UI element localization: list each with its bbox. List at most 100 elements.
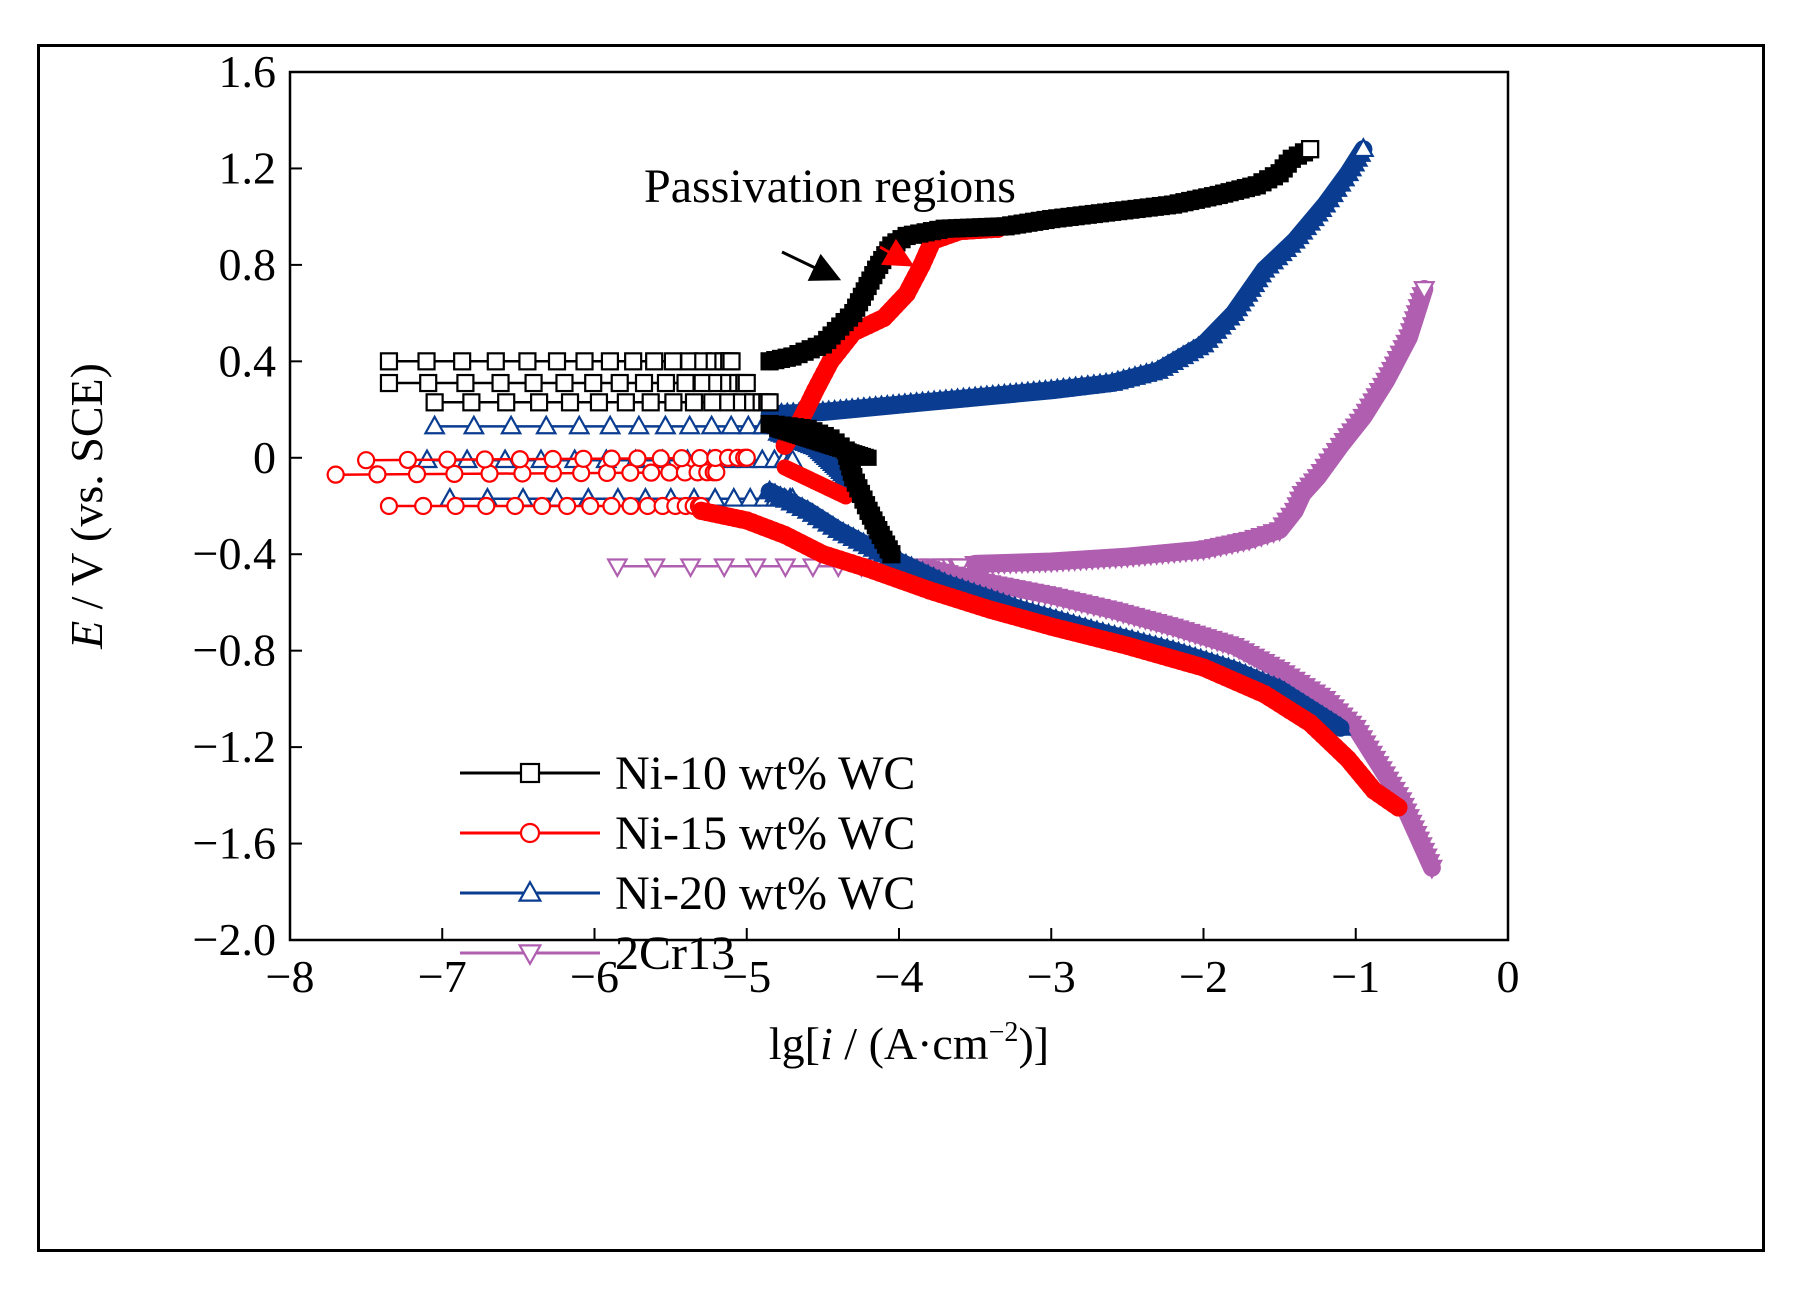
polarization-chart: −8 −7 −6 −5 −4 −3 −2 −1 0 1.6 1.2 0.8 0.4 0 −0.4 −0.8 −1…: [61, 47, 1520, 1069]
data-point: [627, 414, 650, 435]
data-point: [690, 448, 709, 468]
data-point: [462, 393, 481, 412]
x-tick-label: −1: [1331, 951, 1380, 1002]
data-point: [326, 465, 345, 484]
y-axis-label: E / V (vs. SCE): [61, 363, 112, 650]
data-point: [584, 373, 603, 393]
end-marker: [1300, 140, 1320, 159]
data-point: [555, 373, 574, 393]
data-point: [621, 496, 640, 516]
data-point: [672, 449, 691, 468]
data-point: [414, 496, 433, 516]
data-point: [713, 558, 736, 579]
y-tick-label: 0.8: [219, 239, 277, 290]
data-point: [419, 373, 438, 393]
legend-label: Ni-20 wt% WC: [615, 867, 915, 920]
data-point: [602, 496, 621, 516]
data-point: [425, 393, 444, 412]
data-point: [462, 414, 485, 435]
data-point: [568, 414, 591, 435]
y-tick-label: −1.6: [193, 818, 276, 869]
x-tick-label: −8: [266, 951, 315, 1002]
data-point: [453, 352, 472, 371]
data-point: [860, 449, 877, 466]
data-point: [506, 496, 525, 516]
data-point: [543, 449, 562, 469]
data-point: [532, 496, 552, 516]
data-point: [357, 451, 376, 470]
data-point: [651, 449, 670, 468]
data-point: [446, 496, 465, 516]
annotation-arrow-black: [781, 250, 842, 281]
legend-marker: [519, 822, 541, 844]
data-point: [760, 393, 779, 412]
data-point: [547, 352, 567, 371]
legend-label: Ni-15 wt% WC: [615, 807, 915, 860]
x-tick-label: −6: [570, 951, 619, 1002]
data-point: [423, 414, 446, 435]
annotation-arrow-red: [879, 238, 915, 267]
x-label-italic: i: [820, 1018, 833, 1069]
y-tick-label: 0.4: [219, 335, 277, 386]
data-point: [491, 373, 510, 393]
data-point: [524, 373, 543, 393]
data-point: [500, 414, 523, 435]
data-point: [634, 373, 654, 393]
data-point: [642, 463, 661, 482]
data-point: [624, 352, 643, 371]
x-tick-label: −3: [1027, 951, 1076, 1002]
data-point: [882, 545, 901, 564]
data-point: [417, 352, 436, 371]
figure-frame: −8 −7 −6 −5 −4 −3 −2 −1 0 1.6 1.2 0.8 0.4 0 −0.4 −0.8 −1…: [37, 44, 1765, 1252]
axes-layer: −8 −7 −6 −5 −4 −3 −2 −1 0 1.6 1.2 0.8 0.4 0 −0.4 −0.8 −1…: [193, 47, 1520, 1002]
data-point: [558, 496, 577, 516]
data-point: [722, 352, 741, 371]
data-point: [518, 352, 537, 371]
x-label-sup: −2: [989, 1017, 1019, 1048]
legend-label: 2Cr13: [615, 927, 735, 980]
data-point: [703, 393, 722, 412]
data-point: [475, 450, 494, 469]
data-point: [737, 414, 760, 435]
data-point: [497, 393, 516, 412]
data-point: [535, 414, 558, 435]
data-point: [606, 558, 629, 579]
data-point: [720, 414, 743, 435]
data-point: [645, 352, 664, 371]
data-point: [739, 486, 762, 507]
x-tick-label: 0: [1497, 951, 1520, 1002]
data-point: [664, 393, 683, 412]
data-point: [600, 352, 620, 371]
legend-marker: [519, 762, 541, 784]
data-point: [510, 450, 530, 469]
y-tick-label: 0: [253, 432, 276, 483]
data-point: [1329, 715, 1352, 736]
data-point: [660, 463, 679, 482]
end-marker: [1352, 137, 1375, 158]
data-point: [663, 352, 683, 371]
data-point: [560, 393, 580, 412]
data-point: [676, 373, 695, 393]
x-label-prefix: lg[: [769, 1018, 820, 1069]
y-tick-label: 1.6: [219, 47, 277, 97]
y-label-rest: / V (vs. SCE): [61, 363, 112, 621]
legend-marker: [517, 879, 543, 902]
series-0: [379, 140, 1320, 564]
data-point: [379, 496, 399, 516]
data-point: [368, 465, 387, 484]
x-tick-label: −4: [875, 951, 924, 1002]
data-point: [1420, 859, 1443, 880]
data-point: [486, 352, 505, 371]
data-point: [678, 414, 701, 435]
data-point: [575, 352, 594, 371]
data-point: [737, 448, 756, 467]
data-point: [643, 558, 666, 579]
x-label-close: )]: [1018, 1018, 1049, 1069]
data-point: [641, 393, 660, 412]
data-point: [602, 449, 621, 468]
y-tick-label: −0.8: [193, 625, 276, 676]
data-point: [610, 373, 629, 393]
legend: Ni-10 wt% WC Ni-15 wt% WC Ni-20 wt% WC 2Cr1…: [460, 747, 915, 980]
data-point: [589, 393, 609, 412]
data-point: [621, 463, 640, 482]
